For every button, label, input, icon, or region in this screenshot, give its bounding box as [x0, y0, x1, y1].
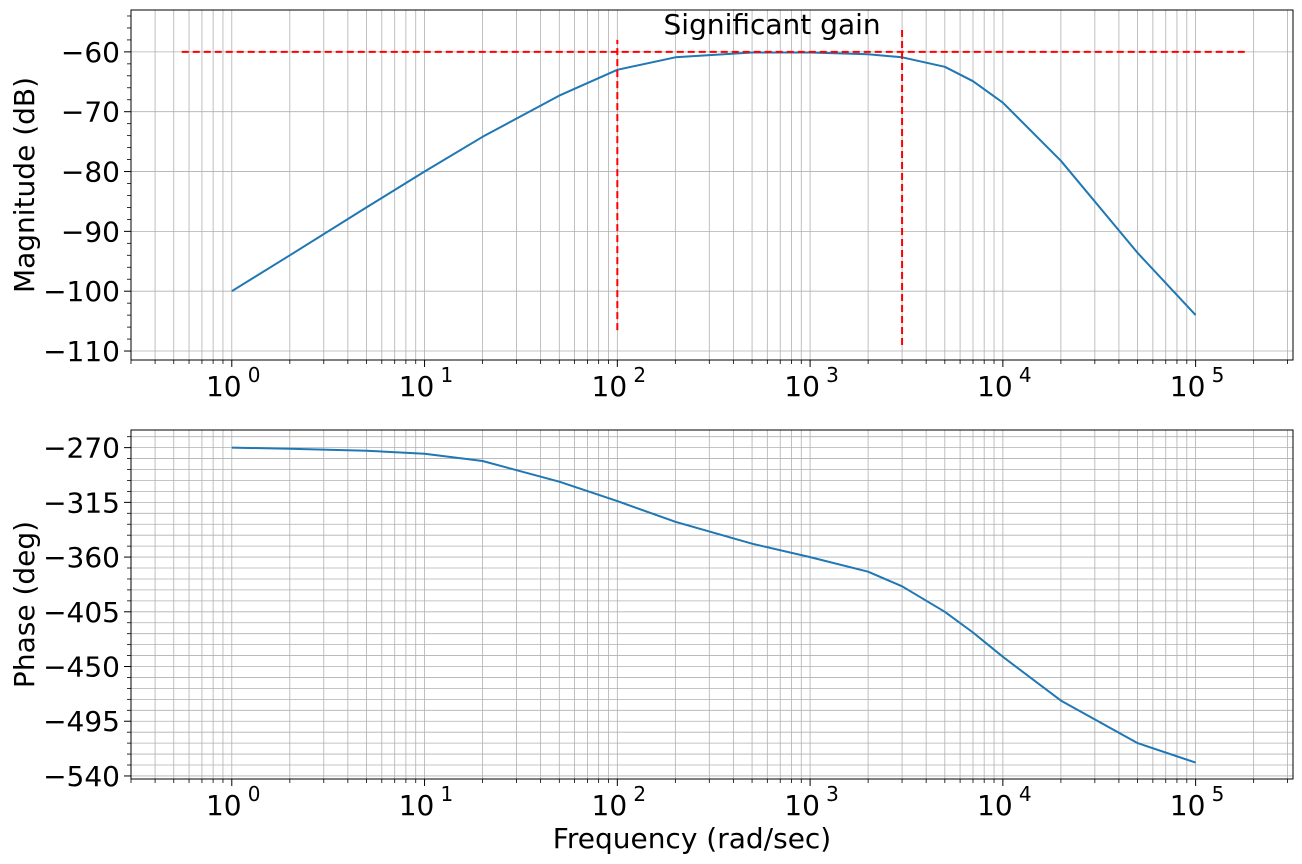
- magnitude-panel: Significant gain 10 0 10 1 10 2 10 3 10 4 10 5 −60−…: [8, 8, 1294, 403]
- x-tick-label-exponent: 2: [633, 363, 646, 387]
- x-tick-label-exponent: 0: [248, 363, 261, 387]
- series-line: [231, 446, 1196, 764]
- x-tick-label: 10: [399, 789, 435, 822]
- x-tick-label-exponent: 4: [1019, 782, 1032, 806]
- y-tick-label: −80: [61, 156, 120, 189]
- magnitude-annotations: Significant gain: [181, 8, 1245, 346]
- magnitude-minor-ticks: [127, 15, 1288, 364]
- y-tick-label: −270: [43, 432, 120, 465]
- y-tick-label: −405: [43, 596, 120, 629]
- y-tick-label: −110: [43, 335, 120, 368]
- x-tick-label-exponent: 0: [248, 782, 261, 806]
- phase-x-axis-label: Frequency (rad/sec): [553, 822, 831, 855]
- magnitude-major-ticks: [124, 51, 1197, 367]
- y-tick-label: −100: [43, 275, 120, 308]
- y-tick-label: −315: [43, 486, 120, 519]
- y-tick-label: −60: [61, 36, 120, 69]
- x-tick-label: 10: [1170, 370, 1206, 403]
- phase-panel: 10 0 10 1 10 2 10 3 10 4 10 5 −270−315−360−405−450−…: [8, 429, 1294, 855]
- x-tick-label: 10: [784, 789, 820, 822]
- x-tick-label: 10: [399, 370, 435, 403]
- x-tick-label-exponent: 3: [826, 782, 839, 806]
- phase-axes-frame: [130, 429, 1294, 780]
- phase-major-ticks: [124, 447, 1197, 786]
- x-tick-label-exponent: 1: [441, 782, 454, 806]
- x-tick-label-exponent: 4: [1019, 363, 1032, 387]
- magnitude-y-axis-label: Magnitude (dB): [8, 77, 41, 293]
- x-tick-label: 10: [977, 789, 1013, 822]
- phase-y-tick-labels: −270 −315 −360 −405 −450 −495 −540: [43, 432, 120, 793]
- x-tick-label: 10: [592, 370, 628, 403]
- x-tick-label: 10: [1170, 789, 1206, 822]
- magnitude-axes-frame: [130, 9, 1294, 361]
- y-tick-label: −90: [61, 215, 120, 248]
- phase-y-axis-label: Phase (deg): [8, 521, 41, 688]
- y-tick-label: −450: [43, 651, 120, 684]
- x-tick-label: 10: [784, 370, 820, 403]
- phase-minor-ticks: [127, 436, 1288, 783]
- x-tick-label: 10: [977, 370, 1013, 403]
- magnitude-y-tick-labels: −60 −70 −80 −90 −100 −110: [43, 36, 120, 368]
- x-tick-label-exponent: 5: [1212, 363, 1225, 387]
- x-tick-label: 10: [206, 789, 242, 822]
- phase-x-tick-labels: 10 0 10 1 10 2 10 3 10 4 10 5: [206, 782, 1224, 822]
- magnitude-grid: [130, 10, 1293, 360]
- x-tick-label-exponent: 2: [633, 782, 646, 806]
- y-tick-label: −495: [43, 705, 120, 738]
- y-tick-label: −540: [43, 760, 120, 793]
- x-tick-label-exponent: 1: [441, 363, 454, 387]
- phase-series: [231, 446, 1196, 764]
- y-tick-label: −360: [43, 541, 120, 574]
- x-tick-label-exponent: 5: [1212, 782, 1225, 806]
- magnitude-x-tick-labels: 10 0 10 1 10 2 10 3 10 4 10 5: [206, 363, 1224, 403]
- y-tick-label: −70: [61, 96, 120, 129]
- annotation-text: Significant gain: [664, 8, 881, 41]
- x-tick-label: 10: [592, 789, 628, 822]
- x-tick-label: 10: [206, 370, 242, 403]
- x-tick-label-exponent: 3: [826, 363, 839, 387]
